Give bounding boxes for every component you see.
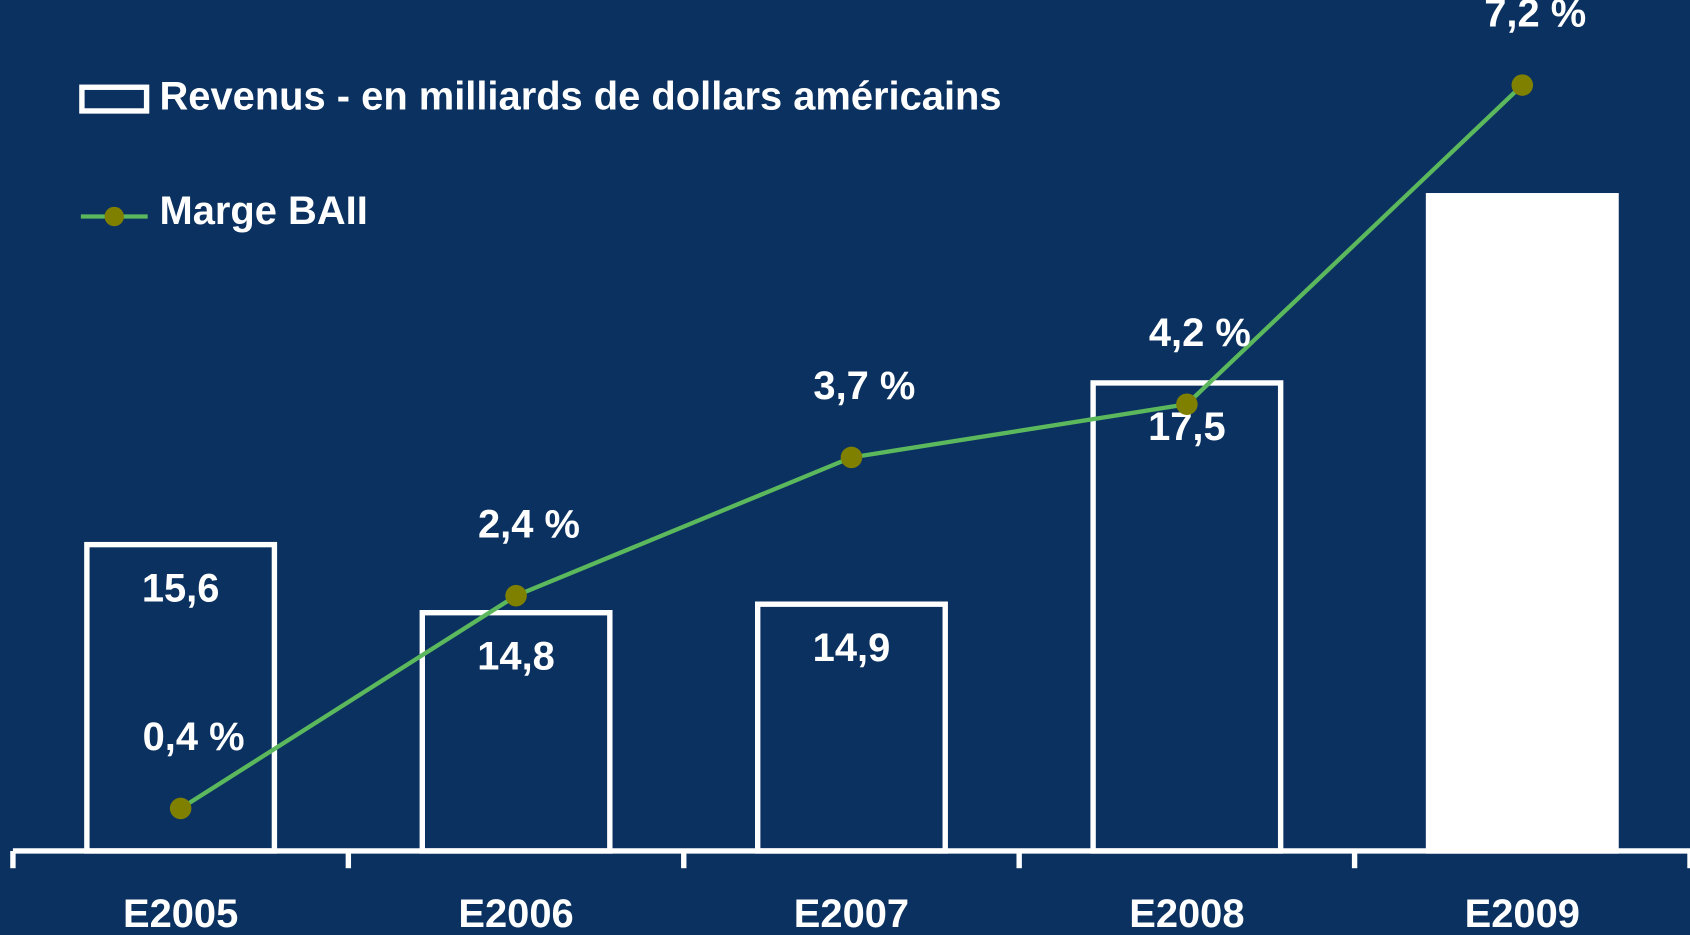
bar-value-label: 14,8	[477, 635, 555, 679]
legend-marker	[104, 206, 124, 227]
x-tick-label: E2006	[458, 892, 573, 935]
x-tick-label: E2009	[1465, 892, 1580, 935]
line-marker	[1511, 74, 1534, 96]
line-marker	[1176, 393, 1198, 415]
line-marker	[840, 446, 863, 469]
bar-value-label: 19,7	[1483, 218, 1561, 262]
bar-value-label: 15,6	[142, 566, 220, 610]
x-tick-label: E2005	[123, 892, 238, 935]
line-value-label: 3,7 %	[813, 364, 915, 408]
x-tick-label: E2007	[794, 892, 909, 935]
line-marker	[169, 797, 192, 820]
legend-swatch	[79, 84, 150, 114]
legend-label: Marge BAII	[160, 189, 368, 233]
line-marker	[505, 584, 527, 607]
bar-value-label: 14,9	[813, 626, 891, 670]
bar	[1425, 193, 1619, 854]
x-tick-label: E2008	[1129, 892, 1244, 935]
legend-label: Revenus - en milliards de dollars améric…	[160, 75, 1002, 119]
line-value-label: 4,2 %	[1149, 311, 1251, 355]
line-value-label: 7,2 %	[1484, 0, 1586, 36]
line-value-label: 2,4 %	[478, 502, 580, 546]
line-value-label: 0,4 %	[143, 715, 245, 759]
